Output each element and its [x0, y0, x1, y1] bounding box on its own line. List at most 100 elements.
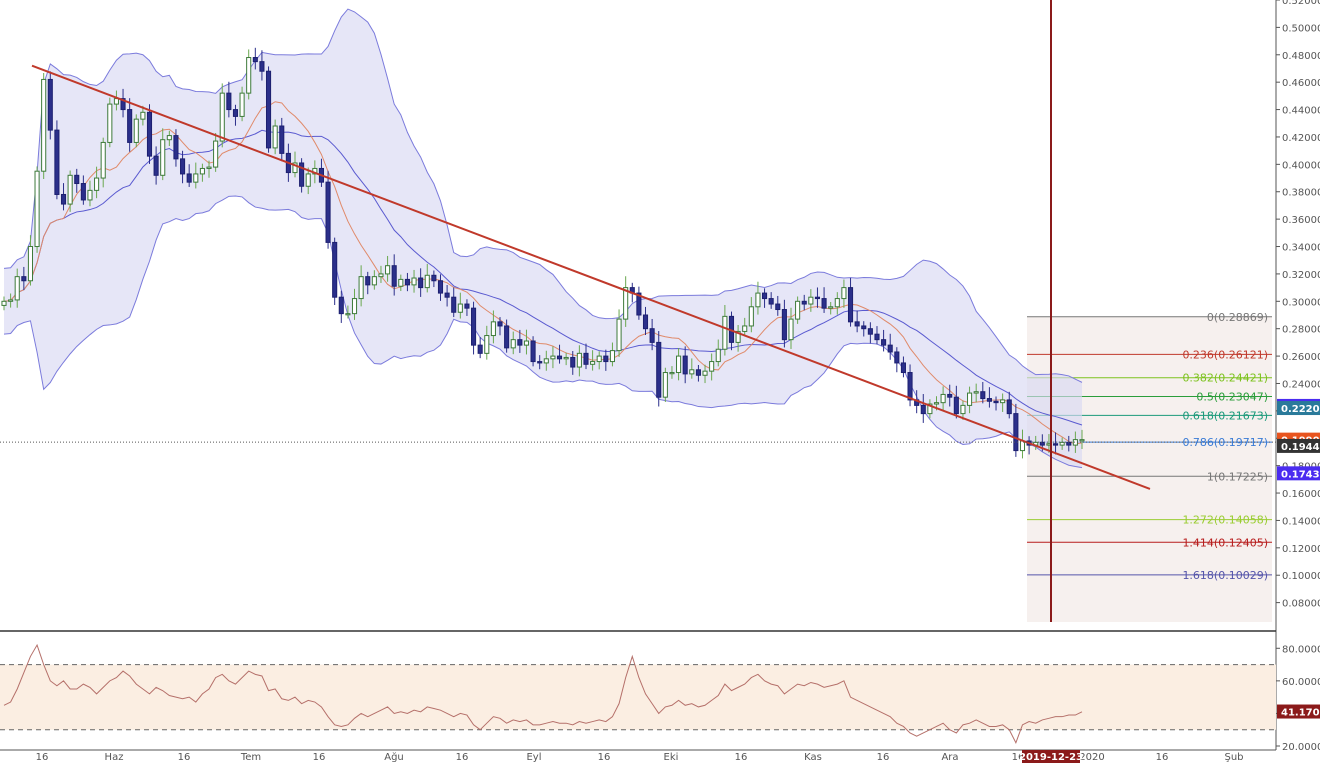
candle-body: [523, 340, 530, 346]
fib-level-label: 0.786(0.19717): [1182, 436, 1268, 449]
candle-body: [292, 162, 298, 174]
price-axis-tick-label: 0.16000: [1282, 489, 1320, 500]
candle-body: [411, 277, 417, 286]
candle-body: [120, 98, 126, 111]
candle-body: [259, 61, 265, 72]
candle-body: [299, 162, 305, 187]
candle-body: [146, 111, 153, 157]
candle-body: [742, 325, 748, 332]
candle-body: [437, 280, 444, 294]
candle-body: [418, 277, 424, 289]
candle-body: [623, 287, 629, 320]
candle-body: [596, 355, 602, 363]
fib-level-label: 1.618(0.10029): [1182, 569, 1268, 582]
candle-body: [497, 321, 503, 327]
candle-body: [332, 241, 338, 298]
candle-body: [662, 372, 668, 398]
candle-body: [1059, 441, 1065, 446]
candle-body: [781, 309, 787, 341]
price-axis-tick-label: 0.12000: [1282, 544, 1320, 555]
candle-body: [34, 170, 40, 248]
bollinger-upper-line: [3, 8, 1083, 383]
candle-body: [808, 296, 814, 305]
candle-body: [41, 78, 47, 172]
time-axis-label: Şub: [1224, 752, 1243, 763]
fib-level-label: 1(0.17225): [1207, 470, 1268, 483]
time-axis-label: Eki: [664, 752, 679, 763]
time-axis-label: 16: [313, 752, 326, 763]
candle-body: [133, 118, 139, 143]
candle-body: [371, 276, 377, 286]
bollinger-band-fill: [4, 9, 1082, 468]
time-axis-label: Eyl: [526, 752, 541, 763]
candle-body: [550, 355, 556, 360]
candle-body: [847, 287, 854, 323]
candle-body: [669, 372, 675, 375]
candle-body: [960, 404, 966, 415]
time-axis-label: Tem: [240, 752, 261, 763]
candle-body: [967, 392, 973, 406]
time-axis-label: 16: [178, 752, 191, 763]
fib-level-label: 0.382(0.24421): [1182, 372, 1268, 385]
candle-body: [986, 398, 992, 402]
candle-body: [385, 265, 391, 275]
candle-body: [537, 361, 543, 364]
price-axis-tick-label: 0.26000: [1282, 352, 1320, 363]
price-axis-tick-label: 0.24000: [1282, 379, 1320, 390]
price-tag-label: 0.22207: [1281, 404, 1320, 415]
candle-body: [517, 339, 523, 346]
candle-body: [365, 276, 371, 286]
candle-body: [1013, 413, 1019, 452]
price-axis-tick-label: 0.14000: [1282, 516, 1320, 527]
time-axis-label: Ağu: [384, 751, 404, 763]
trendline: [31, 64, 1151, 490]
candle-body: [404, 278, 410, 286]
candle-body: [477, 344, 483, 354]
candle-body: [801, 300, 807, 305]
candle-body: [206, 166, 212, 169]
candle-body: [358, 276, 364, 300]
candle-body: [1, 300, 7, 306]
candle-body: [1072, 439, 1078, 446]
rsi-axis-tick-label: 60.0000: [1282, 677, 1320, 688]
candle-body: [894, 351, 900, 364]
price-axis-tick-label: 0.10000: [1282, 571, 1320, 582]
candle-body: [933, 402, 940, 405]
candle-body: [345, 313, 351, 316]
candle-body: [127, 109, 133, 143]
candle-body: [702, 370, 708, 376]
candle-body: [556, 355, 563, 360]
candle-body: [920, 404, 926, 415]
candle-body: [881, 339, 887, 346]
rsi-current-tag: [1277, 704, 1320, 719]
candle-body: [504, 325, 510, 349]
time-axis-label: 2020: [1079, 752, 1104, 763]
time-axis-label: 16: [877, 752, 890, 763]
candle-body: [180, 158, 186, 175]
candle-body: [510, 339, 516, 349]
price-tag: [1277, 466, 1320, 481]
candle-body: [861, 325, 867, 330]
price-axis-tick-label: 0.38000: [1282, 188, 1320, 199]
rsi-axis-tick-label: 20.0000: [1282, 742, 1320, 753]
fib-level-label: 0(0.28869): [1207, 311, 1268, 324]
candle-body: [471, 307, 477, 346]
candle-body: [1039, 441, 1045, 446]
time-axis-label: Ara: [941, 752, 958, 763]
candle-body: [351, 298, 358, 315]
candle-body: [27, 246, 34, 282]
candle-body: [953, 396, 959, 415]
candle-body: [398, 278, 404, 287]
candle-body: [8, 299, 14, 302]
candle-body: [246, 57, 252, 94]
candle-body: [60, 193, 67, 205]
rsi-line: [3, 643, 1083, 744]
candle-body: [391, 265, 397, 287]
fib-level-label: 0.5(0.23047): [1196, 391, 1268, 404]
candle-body: [219, 92, 225, 142]
candle-body: [795, 300, 801, 320]
fib-level-label: 0.236(0.26121): [1182, 348, 1268, 361]
price-axis-tick-label: 0.36000: [1282, 215, 1320, 226]
